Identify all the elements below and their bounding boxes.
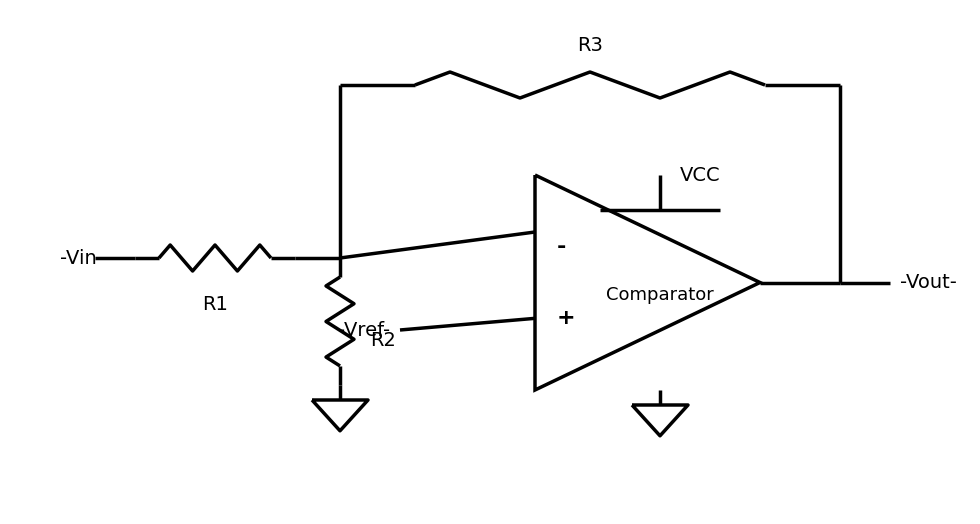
Text: +: + [557,308,575,329]
Text: R3: R3 [577,36,603,55]
Text: -Vout-: -Vout- [900,274,956,292]
Text: R1: R1 [202,295,228,314]
Text: -: - [557,237,566,257]
Text: -Vref-: -Vref- [338,321,390,340]
Text: -Vin: -Vin [60,248,97,267]
Text: R2: R2 [370,331,396,350]
Text: Comparator: Comparator [606,286,713,304]
Text: VCC: VCC [680,166,720,185]
